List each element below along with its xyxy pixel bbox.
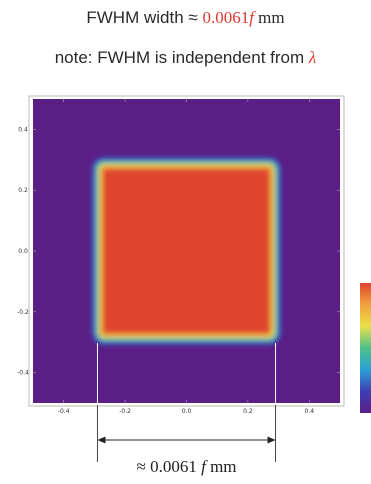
x-tick-label-4: 0.4 (305, 408, 315, 415)
x-tick-label-0: -0.4 (58, 408, 70, 415)
title-line-note: note: FWHM is independent from λ (0, 48, 371, 68)
fwhm-marker: ≈ 0.0061 f mm (96, 343, 277, 476)
y-tick-label-2: 0.0 (18, 248, 28, 255)
fwhm-value: 0.0061 (202, 8, 250, 27)
fwhm-label: ≈ 0.0061 f mm (136, 457, 236, 476)
y-tick-label-3: 0.2 (18, 187, 28, 194)
colorbar (360, 283, 371, 413)
x-tick-label-3: 0.2 (243, 408, 253, 415)
x-tick-label-1: -0.2 (119, 408, 131, 415)
y-tick-label-4: 0.4 (18, 126, 28, 133)
y-tick-label-0: -0.4 (17, 370, 29, 377)
fwhm-variable: f (249, 8, 254, 27)
title-line-fwhm-width: FWHM width ≈ 0.0061f mm (0, 8, 371, 28)
axis-ticks: -0.4 -0.2 0.0 0.2 0.4 -0.4 -0.2 0.0 0.2 0.4 (17, 99, 340, 415)
title-prefix: FWHM width ≈ (86, 8, 203, 27)
fwhm-label-prefix: ≈ 0.0061 (136, 457, 201, 476)
fwhm-arrowhead-left (97, 436, 106, 444)
fwhm-label-variable: f (201, 457, 208, 476)
fwhm-unit: mm (253, 8, 285, 27)
y-tick-label-1: -0.2 (17, 309, 29, 316)
square-spot (92, 157, 281, 345)
fwhm-label-unit: mm (206, 457, 237, 476)
lambda-symbol: λ (308, 48, 317, 67)
square-level-6 (102, 168, 271, 334)
x-tick-label-2: 0.0 (182, 408, 192, 415)
fwhm-arrowhead-right (267, 436, 276, 444)
note-text: note: FWHM is independent from (54, 48, 309, 67)
